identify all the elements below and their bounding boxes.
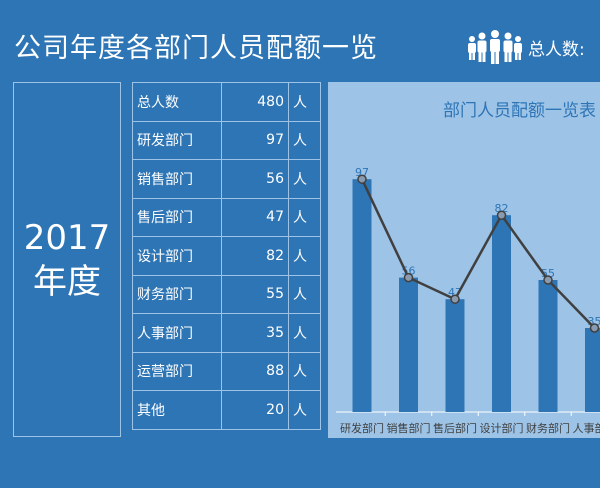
bar [585,328,600,412]
data-label: 47 [448,286,462,299]
bar [399,277,418,412]
unit-label: 人 [288,159,321,199]
page-title: 公司年度各部门人员配额一览 [14,33,378,64]
total-headcount: 总人数: [466,30,585,64]
unit-label: 人 [288,120,321,160]
bar [538,280,558,412]
headcount-table: 总人数 480 人研发部门 97 人销售部门 56 人售后部门 47 人设计部门 82 人财务部门 5… [132,82,321,430]
table-row: 售后部门 47 人 [132,197,321,237]
dept-name: 总人数 [132,82,222,122]
headcount-value: 480 [221,82,289,122]
dept-name: 销售部门 [132,159,222,199]
line-marker [543,275,553,285]
line-marker [496,210,507,220]
headcount-value: 35 [221,313,289,353]
unit-label: 人 [288,274,321,314]
dept-name: 设计部门 [132,236,222,276]
x-tick-label: 人事部门 [573,421,600,435]
bar [352,179,372,412]
x-tick-label: 销售部门 [387,421,431,435]
table-row: 财务部门 55 人 [132,274,321,314]
year-suffix: 年度 [33,261,101,302]
bar-line-chart: 研发部门97销售部门56售后部门47设计部门82财务部门55人事部门35 [336,166,600,435]
x-tick-label: 财务部门 [526,421,570,435]
table-row: 人事部门 35 人 [132,313,321,353]
chart-panel: 部门人员配额一览表 研发部门 97 销售部门 56 售后部门 47 设计部门 82 财务部门 55… [328,82,600,438]
bar [492,215,511,412]
table-row: 运营部门 88 人 [132,351,321,391]
table-row: 研发部门 97 人 [132,120,321,160]
x-tick-label: 售后部门 [433,421,477,435]
dept-name: 人事部门 [132,313,222,353]
dept-name: 研发部门 [132,120,222,160]
line-marker [403,272,414,283]
year-box: 2017 年度 [13,82,121,437]
headcount-value: 56 [221,159,289,199]
dept-name: 财务部门 [132,274,222,314]
data-label: 97 [355,166,369,179]
headcount-value: 20 [221,390,289,430]
dept-name: 运营部门 [132,351,222,391]
x-tick-label: 设计部门 [480,421,524,435]
dept-name: 售后部门 [132,197,222,237]
headcount-value: 55 [221,274,289,314]
line-series [360,178,596,329]
headcount-value: 88 [221,351,289,391]
unit-label: 人 [288,82,321,122]
total-label: 总人数: [528,39,585,60]
chart-title: 部门人员配额一览表 [443,101,596,121]
dept-name: 其他 [132,390,222,430]
table-row: 销售部门 56 人 [132,159,321,199]
unit-label: 人 [288,197,321,237]
line-marker [589,323,600,333]
unit-label: 人 [288,236,321,276]
bar [445,299,465,412]
table-row: 设计部门 82 人 [132,236,321,276]
headcount-value: 47 [221,197,289,237]
unit-label: 人 [288,351,321,391]
table-row: 其他 20 人 [132,390,321,430]
unit-label: 人 [288,390,321,430]
people-group-icon [468,30,522,64]
headcount-value: 97 [221,120,289,160]
year-number: 2017 [23,217,111,258]
data-label: 82 [495,202,509,215]
line-marker [450,294,460,304]
headcount-value: 82 [221,236,289,276]
table-row: 总人数 480 人 [132,82,321,122]
unit-label: 人 [288,313,321,353]
x-tick-label: 研发部门 [340,421,384,435]
line-marker [357,174,367,184]
